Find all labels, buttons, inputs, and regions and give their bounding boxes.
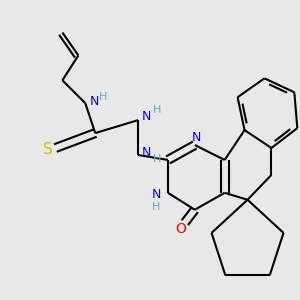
Text: H: H (152, 202, 160, 212)
Text: N: N (142, 110, 152, 123)
Text: O: O (176, 222, 186, 236)
Text: S: S (43, 142, 52, 158)
Text: N: N (89, 95, 99, 108)
Text: N: N (142, 146, 152, 160)
Text: N: N (151, 188, 161, 201)
Text: H: H (153, 105, 161, 115)
Text: N: N (192, 130, 202, 144)
Text: H: H (99, 92, 108, 102)
Text: H: H (153, 154, 161, 164)
